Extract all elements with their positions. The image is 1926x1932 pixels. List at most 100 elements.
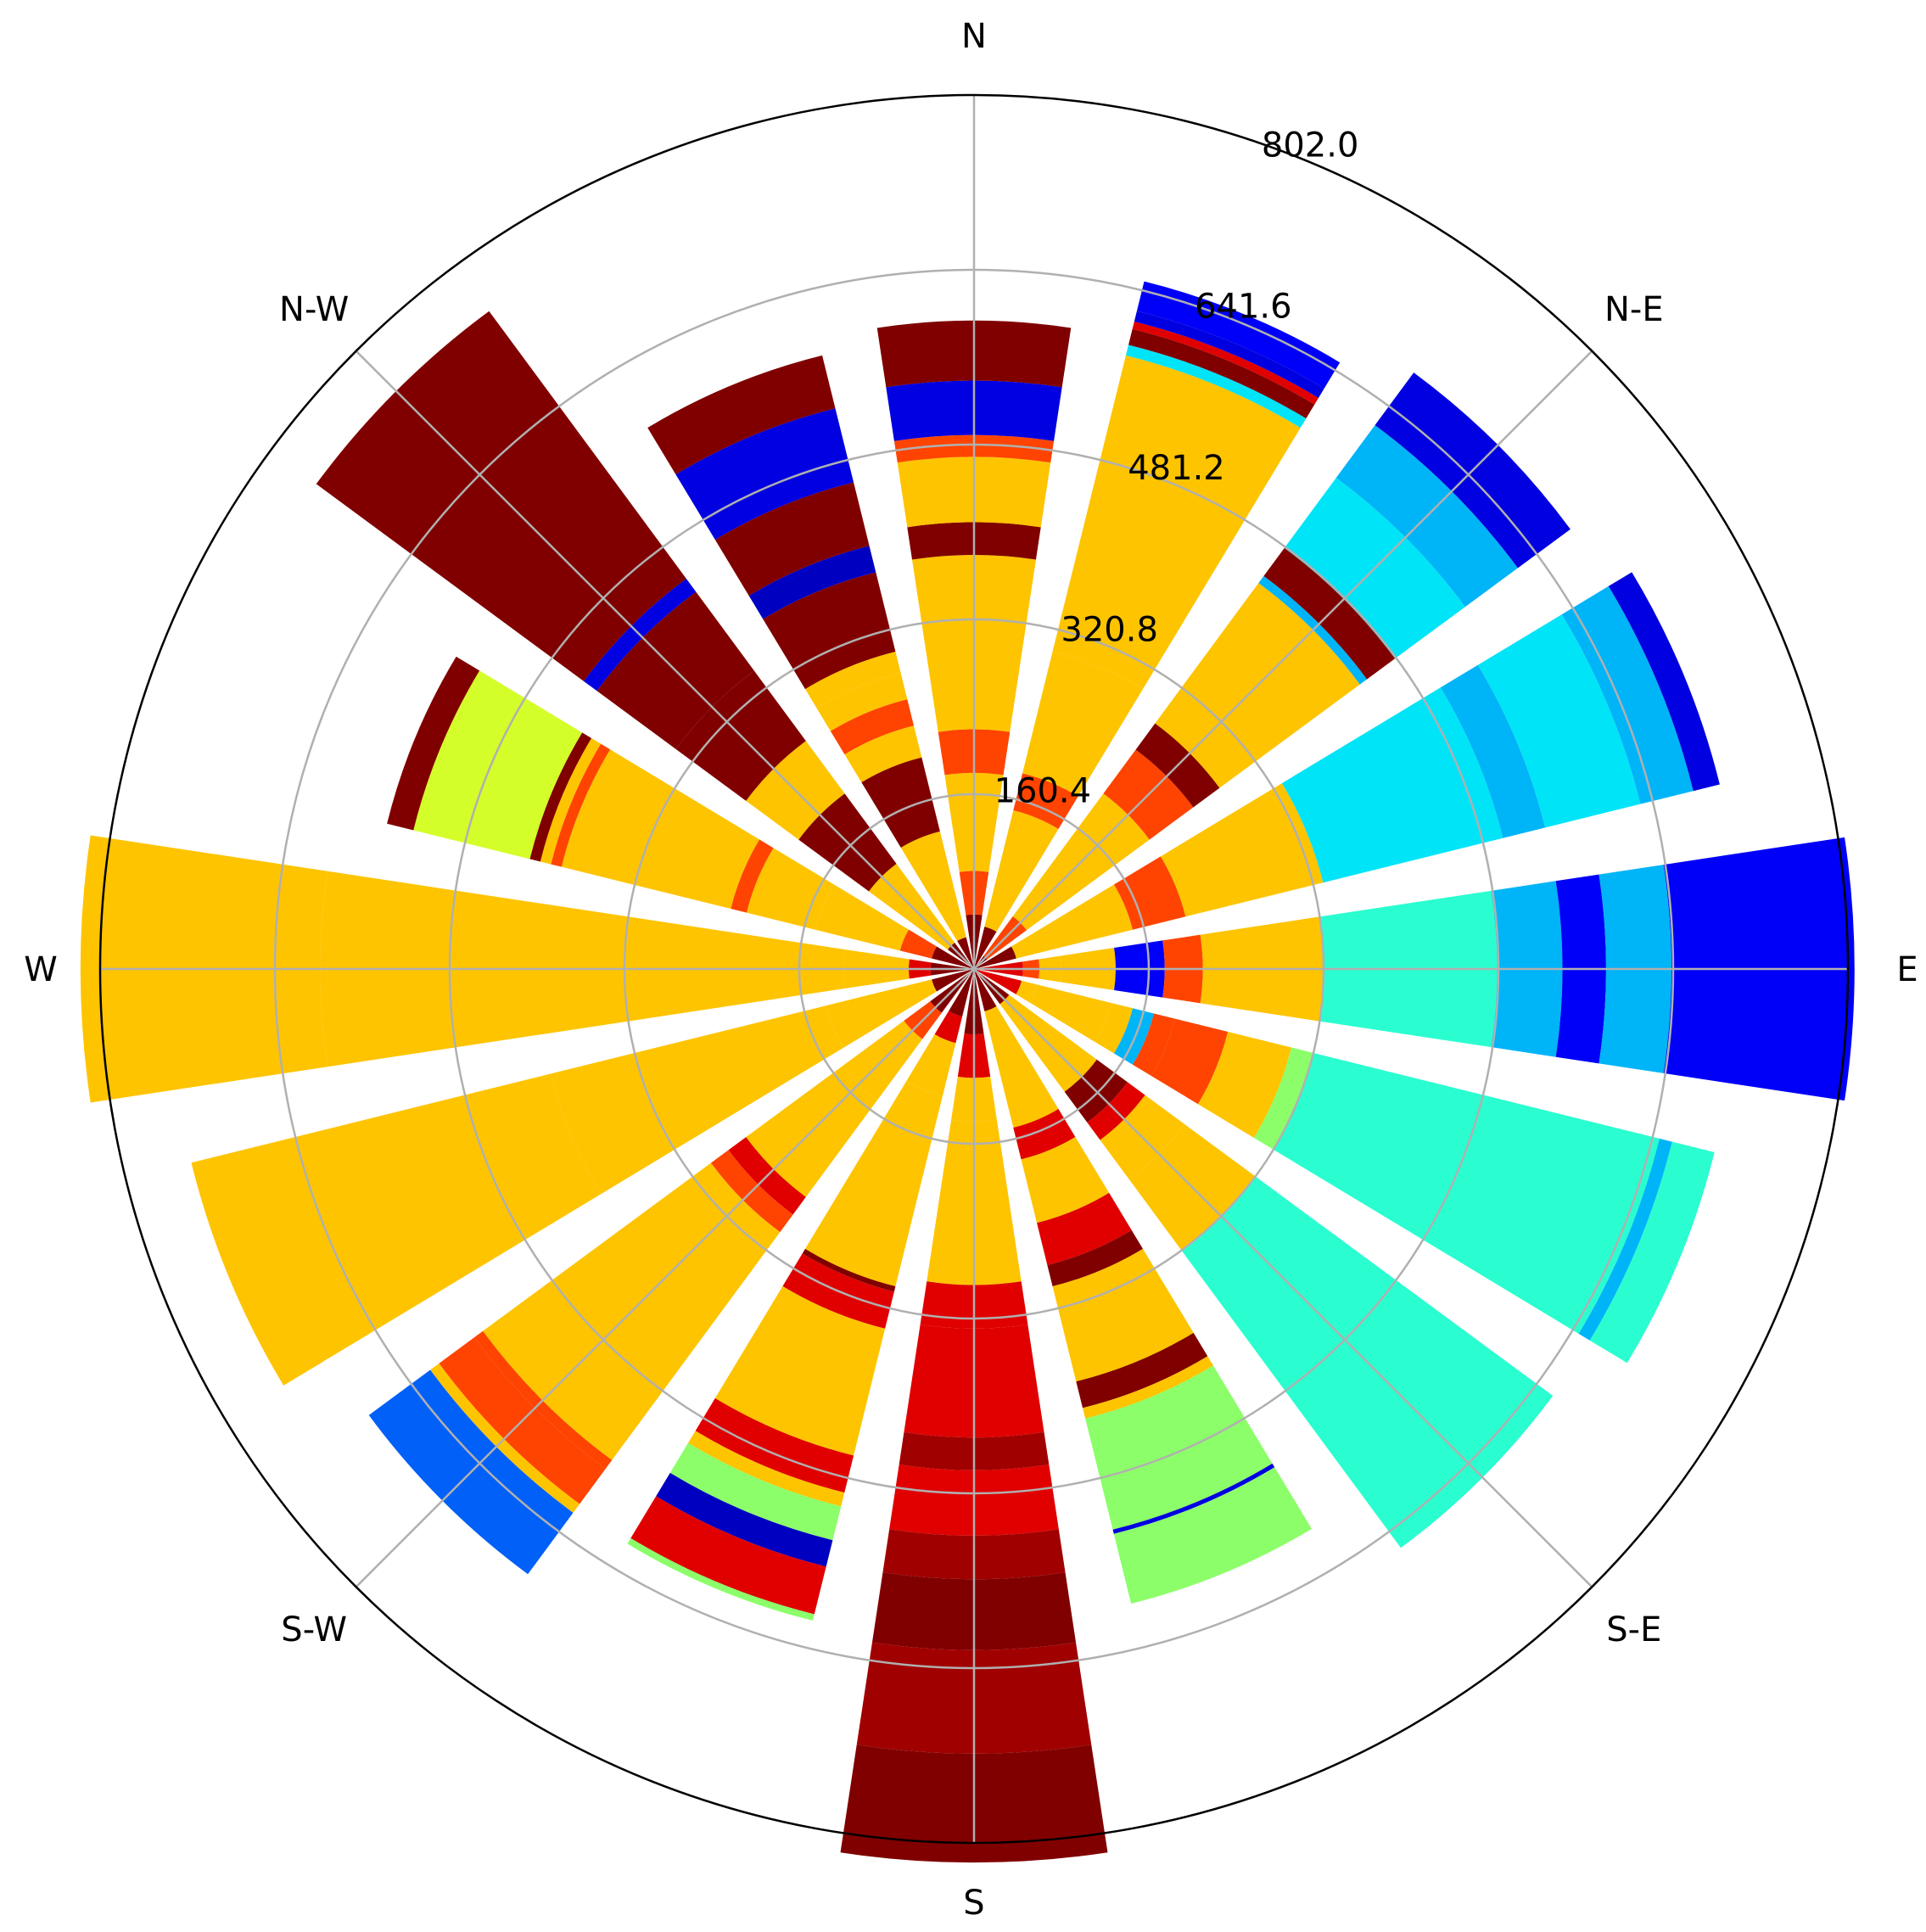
bar-segment: [949, 969, 974, 1017]
bar-segment: [804, 651, 901, 708]
direction-label: S: [963, 1884, 984, 1923]
bar-segment: [1013, 773, 1078, 830]
bar-segment: [932, 946, 974, 969]
bar-segment: [1561, 585, 1694, 804]
grid-spoke: [355, 350, 975, 970]
bar-segment: [906, 1033, 956, 1096]
bar-segment: [413, 670, 583, 860]
bar-segment: [1132, 322, 1319, 405]
grid-spoke: [973, 350, 1593, 970]
bar-segment: [802, 1248, 896, 1292]
bar-segment: [816, 672, 908, 731]
bar-SSW: [627, 969, 974, 1621]
bar-segment: [861, 757, 940, 848]
bar-segment: [675, 408, 854, 540]
bar-segment: [473, 1330, 613, 1470]
bar-NNW: [647, 355, 974, 969]
bar-segment: [1197, 1032, 1292, 1139]
bar-segment: [1085, 1365, 1273, 1530]
direction-label: N-E: [1604, 290, 1664, 329]
direction-label: N: [961, 17, 987, 56]
direction-label: N-W: [279, 290, 349, 329]
bar-segment: [1125, 344, 1307, 428]
bar-segment: [731, 839, 774, 913]
bar-segment: [1095, 1003, 1134, 1054]
bar-segment: [748, 546, 876, 619]
bar-segment: [1029, 984, 1112, 1043]
radial-tick-label: 641.6: [1195, 288, 1292, 327]
direction-label: S-E: [1606, 1610, 1661, 1649]
bar-segment: [551, 1005, 844, 1195]
bar-segment: [1151, 1018, 1229, 1105]
radial-tick-labels: 160.4 320.8 481.2 641.6 802.0: [994, 126, 1359, 810]
bar-segment: [1052, 1248, 1194, 1382]
bar-segment: [974, 969, 997, 1011]
bar-segment: [984, 1005, 1059, 1128]
bar-segment: [1281, 687, 1503, 883]
bar-segment: [1112, 1463, 1275, 1534]
bar-segment: [1113, 1008, 1154, 1065]
bar-segment: [627, 1537, 815, 1621]
bar-segment: [974, 946, 1016, 969]
bar-segment: [656, 1472, 833, 1567]
radial-tick-label: 320.8: [1061, 610, 1158, 649]
bar-segment: [1134, 311, 1324, 398]
bar-segment: [763, 572, 896, 690]
bar-segment: [1132, 1013, 1175, 1077]
bar-segment: [540, 738, 602, 865]
radial-tick-label: 481.2: [1128, 449, 1225, 488]
bar-segment: [804, 1080, 943, 1287]
bar-segment: [1011, 884, 1134, 959]
bar-segment: [1136, 281, 1341, 389]
bar-NNE: [974, 281, 1341, 969]
bar-segment: [561, 749, 760, 910]
bar-SSE: [974, 969, 1313, 1604]
bar-segment: [815, 884, 910, 951]
bar-segment: [647, 355, 836, 475]
bar-segment: [1608, 572, 1720, 792]
bar-segment: [934, 1011, 963, 1044]
bar-segment: [1052, 355, 1301, 690]
bar-segment: [714, 1285, 886, 1456]
direction-label: S-W: [281, 1610, 347, 1649]
direction-label: W: [24, 950, 58, 989]
bar-segment: [899, 929, 938, 959]
bar-WNW: [387, 656, 974, 969]
bar-segment: [1047, 1229, 1144, 1287]
bar-segment: [714, 482, 870, 596]
bar-segment: [1272, 1052, 1660, 1334]
bar-segment: [1083, 1356, 1213, 1419]
bar-segment: [844, 725, 922, 783]
grid-spoke: [355, 968, 975, 1588]
bar-segment: [1477, 614, 1641, 828]
bar-segment: [826, 979, 938, 1048]
bar-segment: [1037, 1192, 1132, 1266]
bar-segment: [191, 1073, 602, 1386]
bar-segment: [1160, 783, 1324, 917]
bar-ESE: [974, 969, 1715, 1364]
grid-spoke: [973, 968, 1593, 1588]
bar-segment: [1113, 856, 1186, 930]
bar-segment: [1578, 1138, 1672, 1341]
bar-segment: [551, 743, 611, 867]
bar-segment: [1258, 575, 1368, 685]
bar-segment: [630, 1496, 826, 1615]
bar-segment: [974, 969, 1022, 994]
bar-segment: [688, 1431, 845, 1507]
bar-segment: [900, 831, 966, 942]
bar-segment: [984, 809, 1059, 932]
bar-segment: [974, 927, 997, 969]
bar-segment: [1022, 651, 1144, 797]
bar-segment: [529, 732, 592, 862]
bar-segment: [1128, 328, 1315, 419]
outer-frame: [98, 93, 1850, 1845]
bar-segment: [430, 1363, 580, 1513]
bar-segment: [387, 656, 480, 831]
bar-ENE: [974, 572, 1720, 969]
radial-tick-label: 160.4: [994, 772, 1092, 811]
bar-WSW: [191, 969, 974, 1386]
bar-segment: [1440, 664, 1546, 838]
bar-segment: [1589, 1141, 1715, 1364]
bar-segment: [669, 1442, 842, 1541]
bar-segment: [932, 969, 974, 992]
